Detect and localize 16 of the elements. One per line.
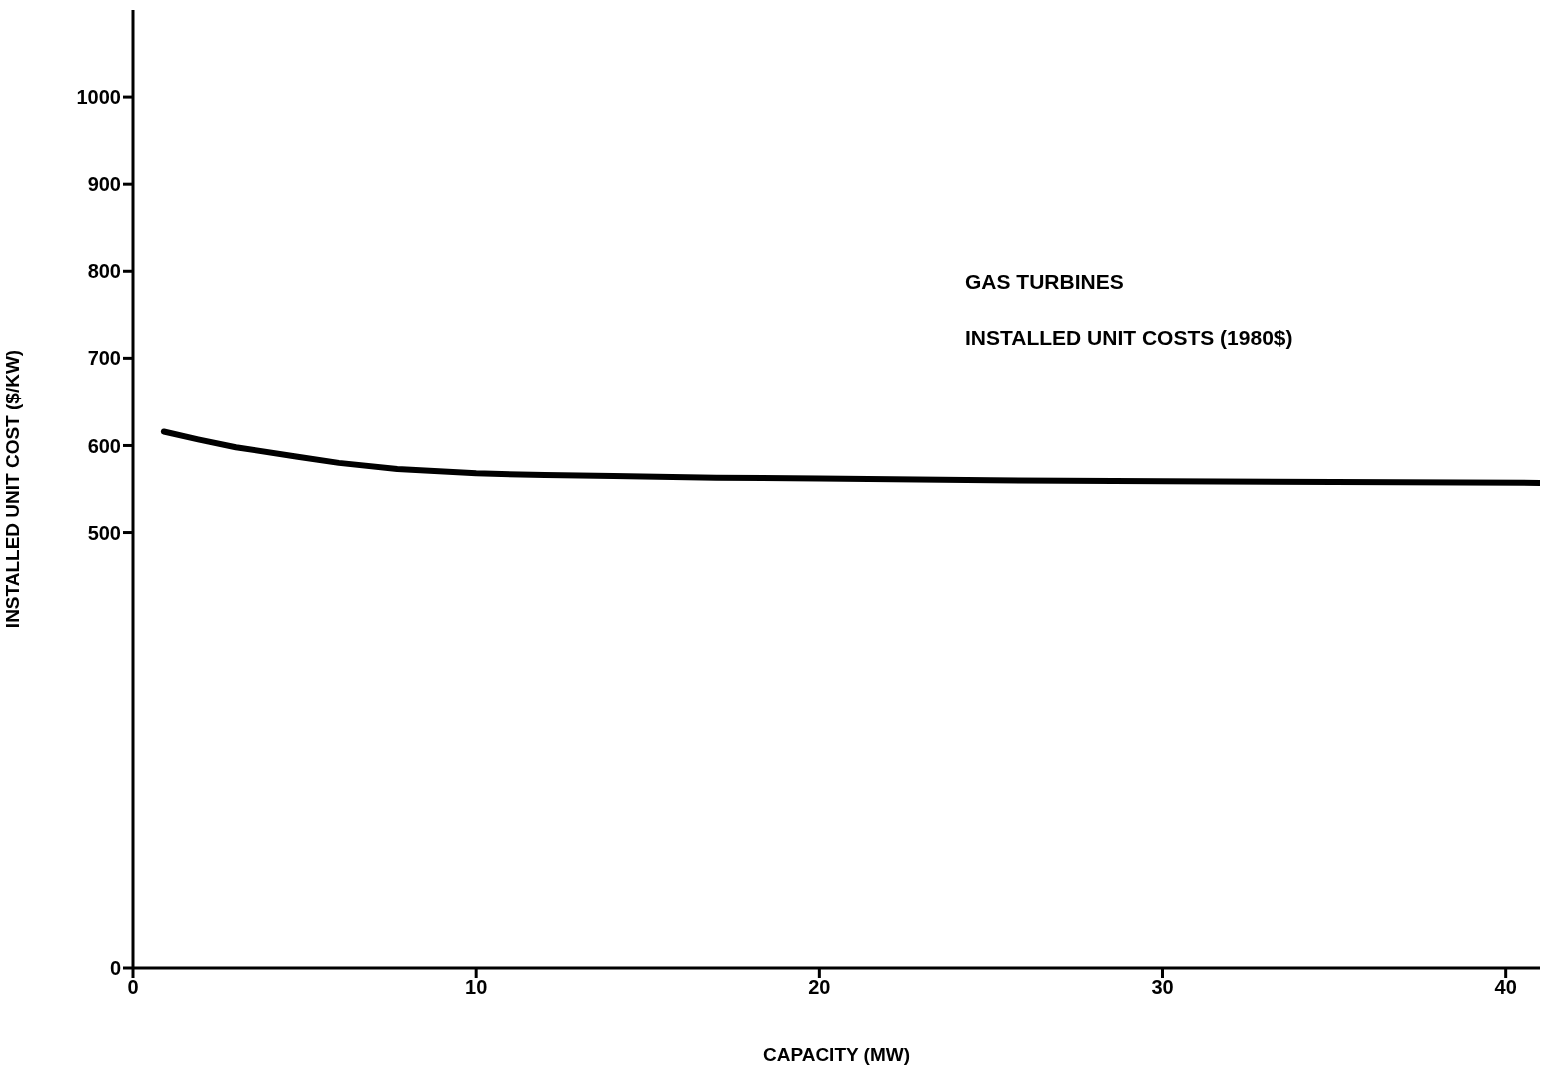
y-axis-title: INSTALLED UNIT COST ($/KW) bbox=[1, 349, 23, 629]
y-tick-label: 900 bbox=[87, 173, 121, 196]
x-tick-label: 20 bbox=[808, 976, 831, 999]
y-tick-label: 700 bbox=[87, 347, 121, 370]
y-tick-label: 1000 bbox=[76, 86, 121, 109]
annotation: INSTALLED UNIT COSTS (1980$) bbox=[965, 326, 1293, 350]
annotation: GAS TURBINES bbox=[965, 270, 1124, 294]
x-tick-label: 40 bbox=[1494, 976, 1517, 999]
y-tick-label: 0 bbox=[109, 957, 121, 980]
x-tick-label: 0 bbox=[127, 976, 139, 999]
y-tick-label: 800 bbox=[87, 260, 121, 283]
y-tick-label: 500 bbox=[87, 521, 121, 544]
x-tick-label: 10 bbox=[465, 976, 488, 999]
x-tick-label: 30 bbox=[1151, 976, 1174, 999]
x-axis-title: CAPACITY (MW) bbox=[762, 1044, 911, 1065]
y-tick-label: 600 bbox=[87, 434, 121, 457]
